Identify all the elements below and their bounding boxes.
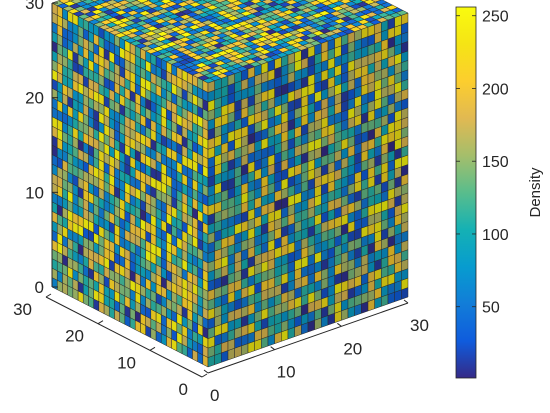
x-axis-tick bbox=[270, 346, 275, 351]
x-tick-label: 20 bbox=[343, 339, 362, 358]
x-tick-label: 0 bbox=[210, 386, 219, 405]
y-tick-label: 30 bbox=[13, 300, 32, 319]
colorbar: 50 100 150 200 250 Density bbox=[455, 6, 544, 379]
y-axis-tick bbox=[45, 293, 52, 298]
top-face-cell bbox=[261, 0, 275, 5]
colorbar-label: Density bbox=[527, 167, 544, 218]
colorbar-tick-label: 250 bbox=[482, 9, 509, 26]
top-face-cell bbox=[292, 0, 305, 3]
top-face-cell bbox=[303, 0, 317, 3]
top-face-cell bbox=[183, 0, 197, 5]
x-axis-tick bbox=[403, 299, 409, 304]
top-face-cell bbox=[93, 0, 107, 5]
top-face-cell bbox=[159, 0, 173, 4]
top-face-cell bbox=[225, 0, 239, 4]
z-tick-label: 10 bbox=[25, 183, 44, 202]
top-face-cell bbox=[236, 0, 241, 1]
x-axis-line bbox=[207, 302, 409, 374]
top-face-cell bbox=[180, 0, 190, 2]
top-face-cell bbox=[249, 0, 263, 4]
colorbar-tick-label: 200 bbox=[482, 81, 509, 98]
x-axis-tick bbox=[203, 369, 209, 374]
y-axis-tick bbox=[201, 373, 208, 378]
top-face-cell bbox=[362, 0, 376, 5]
top-face-cell bbox=[348, 0, 357, 2]
z-tick-label: 0 bbox=[35, 278, 44, 297]
top-face-cell bbox=[58, 0, 72, 4]
top-face-cell bbox=[370, 0, 382, 3]
top-face-cell bbox=[258, 0, 267, 2]
colorbar-tick-label: 50 bbox=[482, 300, 500, 317]
colorbar-tick-label: 150 bbox=[482, 154, 509, 171]
top-face-cell bbox=[213, 0, 227, 3]
z-tick-label: 30 bbox=[25, 0, 44, 13]
top-face-cell bbox=[112, 0, 126, 3]
colorbar-gradient bbox=[455, 6, 477, 379]
top-face-cell bbox=[359, 0, 369, 2]
y-tick-label: 0 bbox=[179, 380, 188, 399]
colorbar-ticks: 50 100 150 200 250 bbox=[456, 9, 509, 317]
top-face-cell bbox=[337, 0, 344, 2]
top-face-cell bbox=[79, 0, 87, 2]
top-face-cell bbox=[90, 0, 100, 2]
top-face-cell bbox=[124, 0, 138, 3]
colorbar-tick-label: 100 bbox=[482, 227, 509, 244]
y-axis-tick bbox=[97, 320, 104, 325]
x-axis-tick bbox=[337, 322, 342, 327]
y-tick-label: 10 bbox=[117, 353, 136, 372]
top-face-cell bbox=[157, 0, 164, 2]
x-tick-label: 30 bbox=[410, 316, 429, 335]
z-tick-label: 20 bbox=[25, 89, 44, 108]
cube-faces bbox=[51, 0, 409, 368]
top-face-cell bbox=[269, 0, 280, 2]
top-face-cell bbox=[202, 0, 216, 3]
top-face-cell bbox=[146, 0, 152, 1]
x-tick-label: 10 bbox=[277, 363, 296, 382]
top-face-cell bbox=[339, 0, 353, 4]
top-face-cell bbox=[327, 0, 341, 4]
y-tick-label: 20 bbox=[65, 327, 84, 346]
top-face-cell bbox=[281, 0, 293, 3]
top-face-cell bbox=[81, 0, 95, 5]
top-face-cell bbox=[135, 0, 150, 4]
top-face-cell bbox=[273, 0, 287, 5]
top-face-cell bbox=[147, 0, 161, 4]
top-face-cell bbox=[191, 0, 203, 3]
top-face-cell bbox=[315, 0, 329, 4]
top-face-cell bbox=[171, 0, 185, 5]
top-face-cell bbox=[326, 0, 331, 1]
y-axis-tick bbox=[149, 346, 156, 351]
top-face-cell bbox=[350, 0, 365, 5]
y-axis-line bbox=[45, 296, 203, 378]
top-face-cell bbox=[247, 0, 254, 2]
top-face-cell bbox=[237, 0, 251, 4]
top-face-cell bbox=[101, 0, 113, 3]
top-face-cell bbox=[68, 0, 75, 2]
top-face-cell bbox=[69, 0, 84, 4]
top-face-cell bbox=[168, 0, 177, 2]
